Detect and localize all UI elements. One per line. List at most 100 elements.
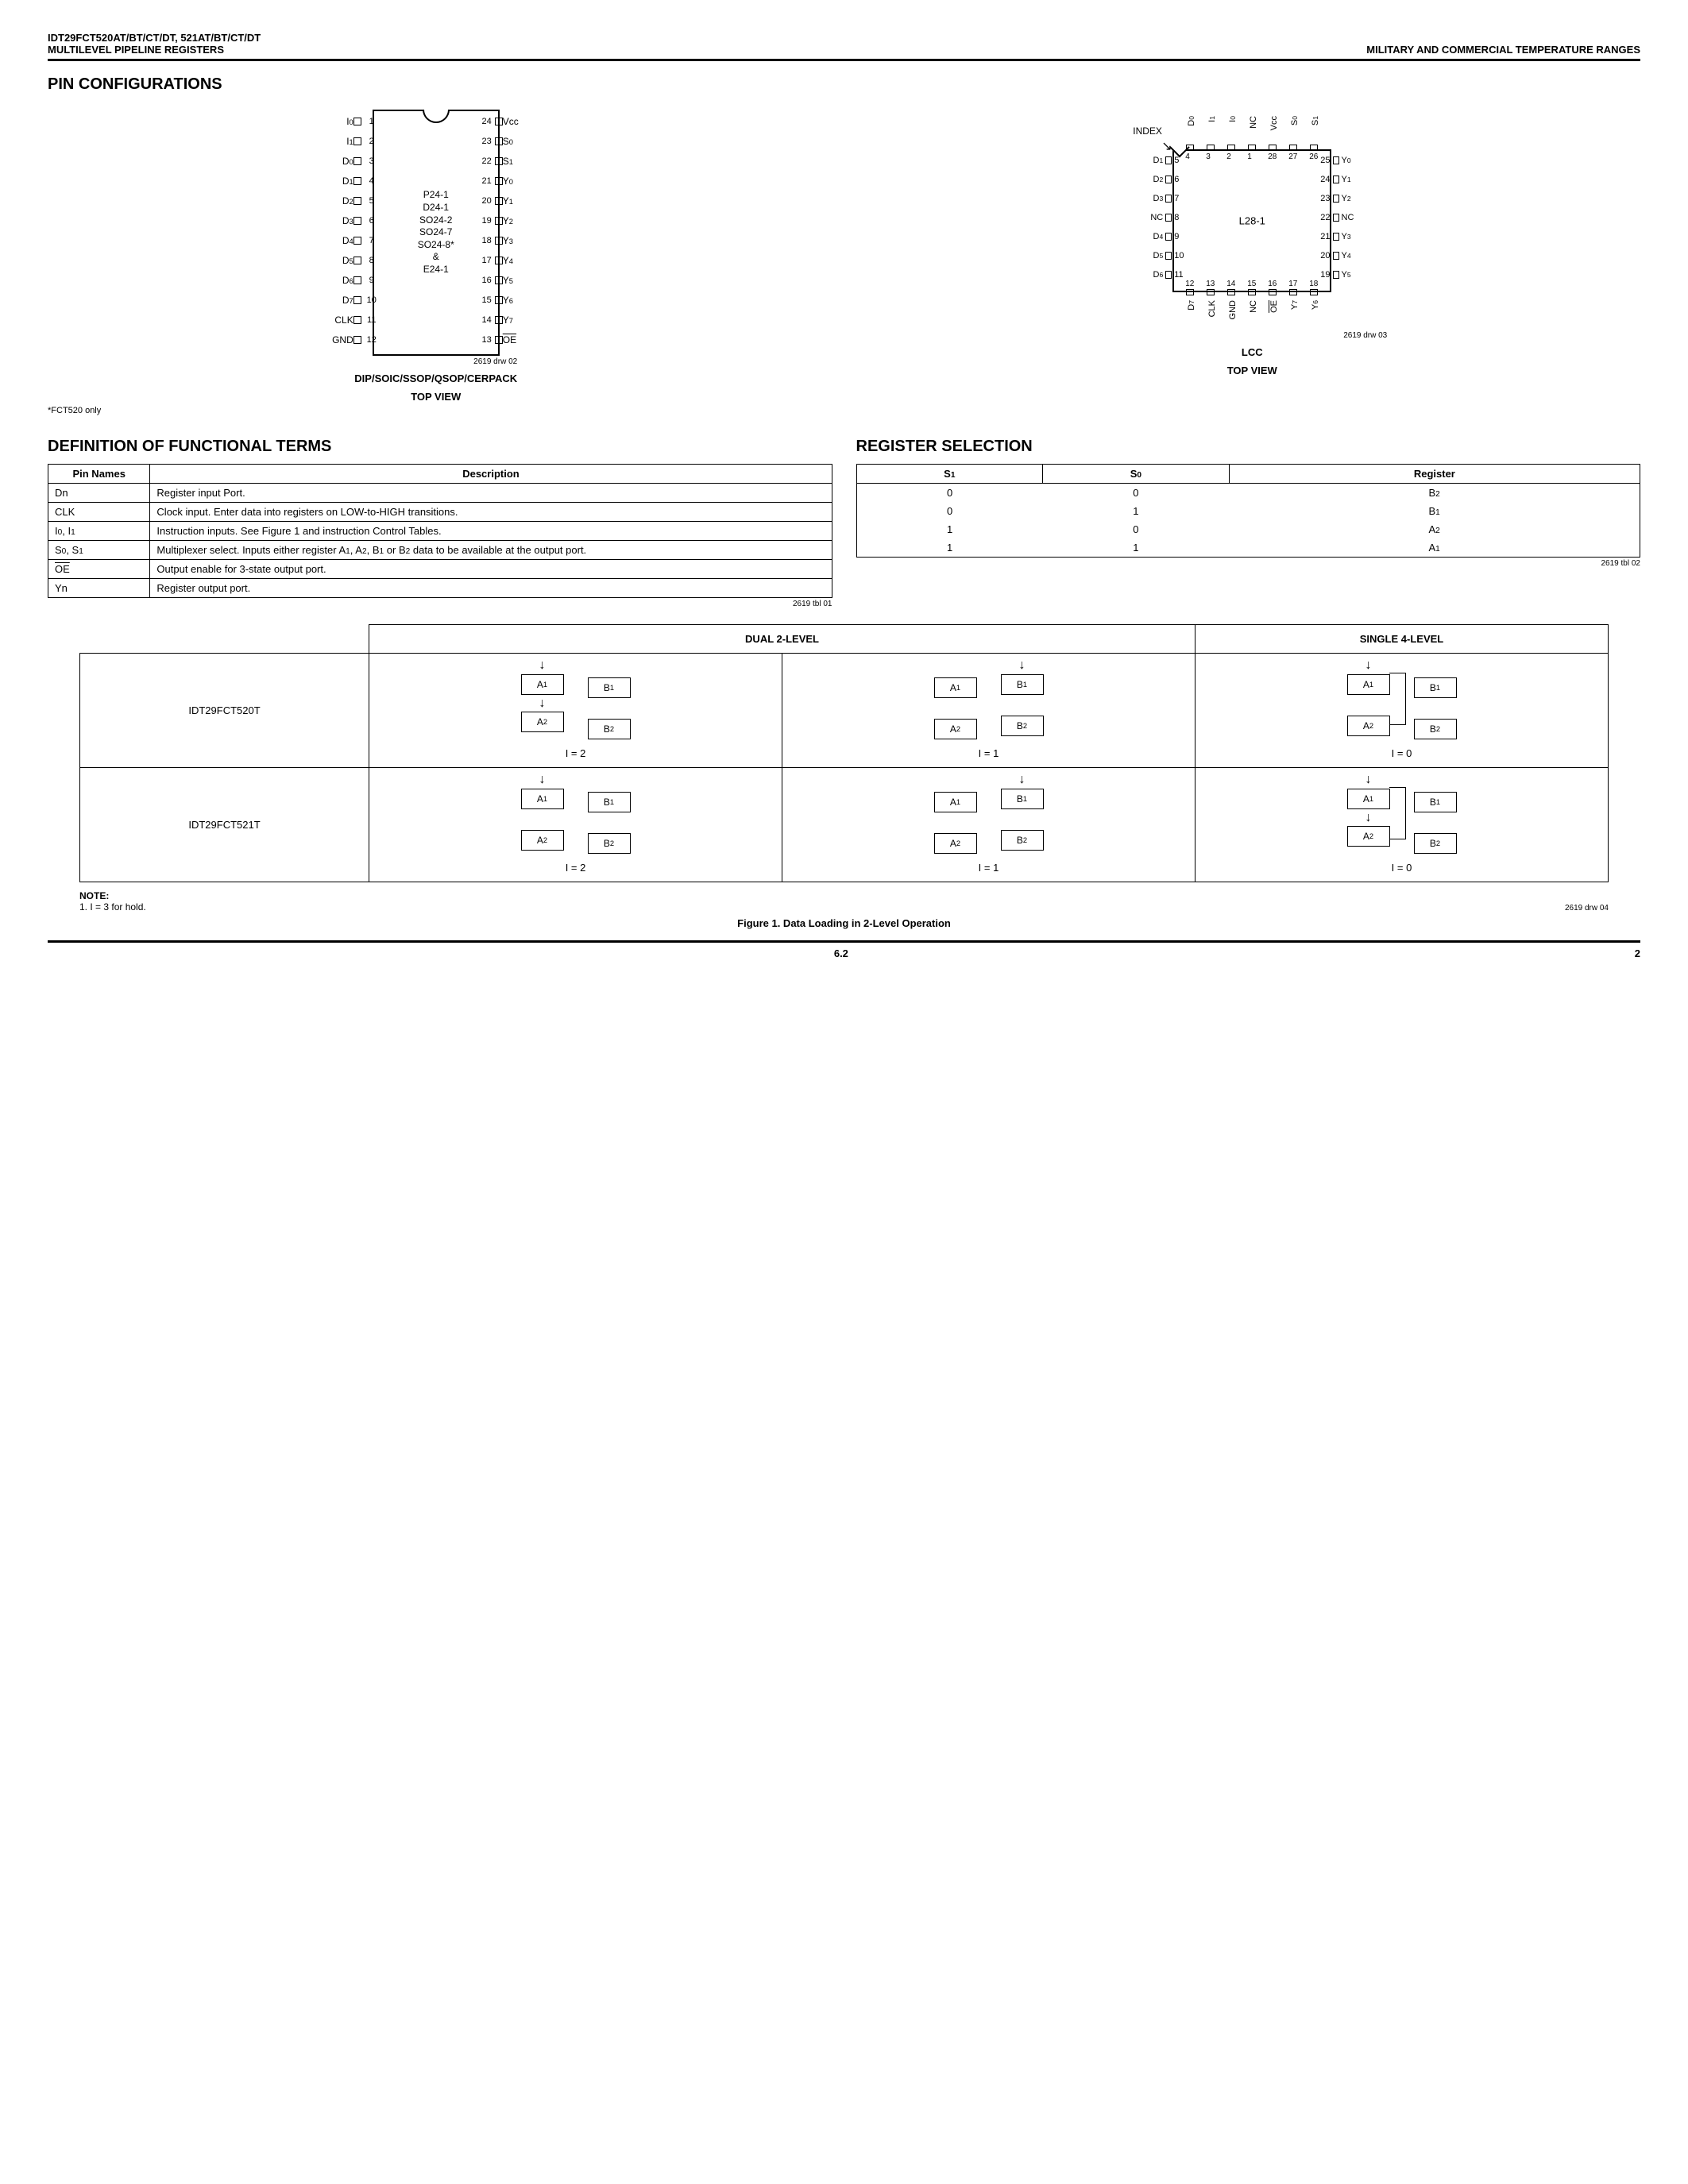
lcc-bot-num: 13 [1206,280,1215,288]
dip-center-3: SO24-7 [418,226,454,239]
lcc-bot-num: 12 [1185,280,1194,288]
reg-box: B1 [1414,792,1457,812]
reg-box: A2 [521,712,564,732]
register-table: S1 S0 Register 00B201B110A211A1 [856,464,1641,558]
lcc-left-pin: D15 [1142,156,1179,165]
table-row: I0, I1Instruction inputs. See Figure 1 a… [48,522,832,541]
reg-th-s0: S0 [1043,465,1230,484]
arrow-down-icon: ↓ [1019,662,1026,669]
lcc-caption-1: LCC [864,346,1641,358]
reg-box: A2 [1347,716,1390,736]
page-header: IDT29FCT520AT/BT/CT/DT, 521AT/BT/CT/DT M… [48,32,1640,61]
dip-left-pin: D36 [325,215,379,226]
lcc-right-pin: 25Y0 [1320,156,1362,165]
header-right: MILITARY AND COMMERCIAL TEMPERATURE RANG… [1366,44,1640,56]
dip-right-pin: 20Y1 [477,195,531,206]
dip-right-pin: 24Vcc [477,116,531,127]
lcc-top-num: 4 [1185,152,1190,161]
def-desc: Register input Port. [150,484,832,503]
def-pin: OE [48,560,150,579]
figure-note-text: 1. I = 3 for hold. [79,901,146,913]
def-desc: Register output port. [150,579,832,598]
lcc-left-pin: D49 [1142,232,1179,241]
dip-caption-2: TOP VIEW [354,391,517,403]
arrow-down-icon: ↓ [1365,776,1372,784]
dip-center-1: D24-1 [418,202,454,214]
dip-right-pin: 16Y5 [477,275,531,286]
reg-box: A2 [934,719,977,739]
lcc-top-label: D0 [1187,116,1196,126]
def-desc: Output enable for 3-state output port. [150,560,832,579]
dip-right-pin: 19Y2 [477,215,531,226]
arrow-down-icon: ↓ [1365,662,1372,669]
dip-right-pin: 15Y6 [477,295,531,306]
def-pin: CLK [48,503,150,522]
lcc-top-num: 28 [1268,152,1277,161]
lcc-right-pin: 24Y1 [1320,175,1362,184]
dip-center-2: SO24-2 [418,214,454,227]
def-pin: I0, I1 [48,522,150,541]
lcc-caption-2: TOP VIEW [864,365,1641,376]
reg-box: A1 [521,789,564,809]
table-row: IDT29FCT521T ↓ A1 A2 B1 B2 I = 2 A1 A2 ↓… [80,768,1609,882]
fig-cell: ↓ A1 ↓ A2 B1 B2 I = 2 [369,654,782,768]
arrow-down-icon: ↓ [1019,776,1026,784]
reg-box: B1 [1001,789,1044,809]
dip-left-pin: D710 [325,295,379,306]
fig-row-label: IDT29FCT520T [80,654,369,768]
reg-box: B1 [1001,674,1044,695]
arrow-down-icon: ↓ [539,700,546,708]
figure-note-head: NOTE: [79,890,109,901]
lcc-bot-label: GND [1228,300,1238,319]
dip-center-0: P24-1 [418,189,454,202]
lcc-top-label: NC [1249,116,1258,129]
lcc-right-pin: 21Y3 [1320,232,1362,241]
def-tbl-label: 2619 tbl 01 [48,600,832,608]
dip-left-pin: I01 [325,116,379,127]
table-row: YnRegister output port. [48,579,832,598]
dip-center-6: E24-1 [418,264,454,276]
section-pin-configurations: PIN CONFIGURATIONS [48,75,1640,94]
dip-footnote: *FCT520 only [48,406,825,415]
fig-cell: ↓ A1 ↓ A2 B1 B2 I = 0 [1196,768,1609,882]
arrow-down-icon: ↓ [539,776,546,784]
figure-caption: Figure 1. Data Loading in 2-Level Operat… [79,917,1609,929]
lcc-bot-label: Y6 [1311,300,1320,310]
table-row: IDT29FCT520T ↓ A1 ↓ A2 B1 B2 I = 2 A1 A2… [80,654,1609,768]
lcc-bot-num: 18 [1309,280,1318,288]
lcc-top-num: 26 [1309,152,1318,161]
dip-center-text: P24-1 D24-1 SO24-2 SO24-7 SO24-8* & E24-… [418,189,454,276]
reg-box: A1 [1347,674,1390,695]
fig-th-dual: DUAL 2-LEVEL [369,625,1196,654]
dip-right-pin: 22S1 [477,156,531,167]
dip-right-pin: 13OE [477,334,531,345]
arrow-down-icon: ↓ [1365,814,1372,822]
reg-tbl-label: 2619 tbl 02 [856,559,1641,568]
definition-table: Pin Names Description DnRegister input P… [48,464,832,598]
dip-left-pin: D14 [325,176,379,187]
header-left-line2: MULTILEVEL PIPELINE REGISTERS [48,44,261,56]
table-row: CLKClock input. Enter data into register… [48,503,832,522]
reg-th-s1: S1 [856,465,1043,484]
reg-box: B2 [588,719,631,739]
lcc-bot-num: 15 [1247,280,1256,288]
dip-right-pin: 23S0 [477,136,531,147]
table-row: DnRegister input Port. [48,484,832,503]
lcc-right-pin: 23Y2 [1320,194,1362,203]
lcc-bot-label: OE [1269,300,1279,313]
fig-cell: ↓ A1 A2 B1 B2 I = 0 [1196,654,1609,768]
reg-box: A1 [934,792,977,812]
dip-center-5: & [418,251,454,264]
dip-left-pin: D03 [325,156,379,167]
figure-1: DUAL 2-LEVEL SINGLE 4-LEVEL IDT29FCT520T… [79,624,1609,929]
dip-right-pin: 18Y3 [477,235,531,246]
dip-left-pin: D58 [325,255,379,266]
dip-left-pin: D69 [325,275,379,286]
dip-left-pin: I12 [325,136,379,147]
lcc-left-pin: D26 [1142,175,1179,184]
table-row: 11A1 [856,538,1640,558]
table-row: 00B2 [856,484,1640,503]
fig-th-single: SINGLE 4-LEVEL [1196,625,1609,654]
lcc-top-num: 2 [1226,152,1231,161]
lcc-left-pin: D611 [1142,270,1183,280]
